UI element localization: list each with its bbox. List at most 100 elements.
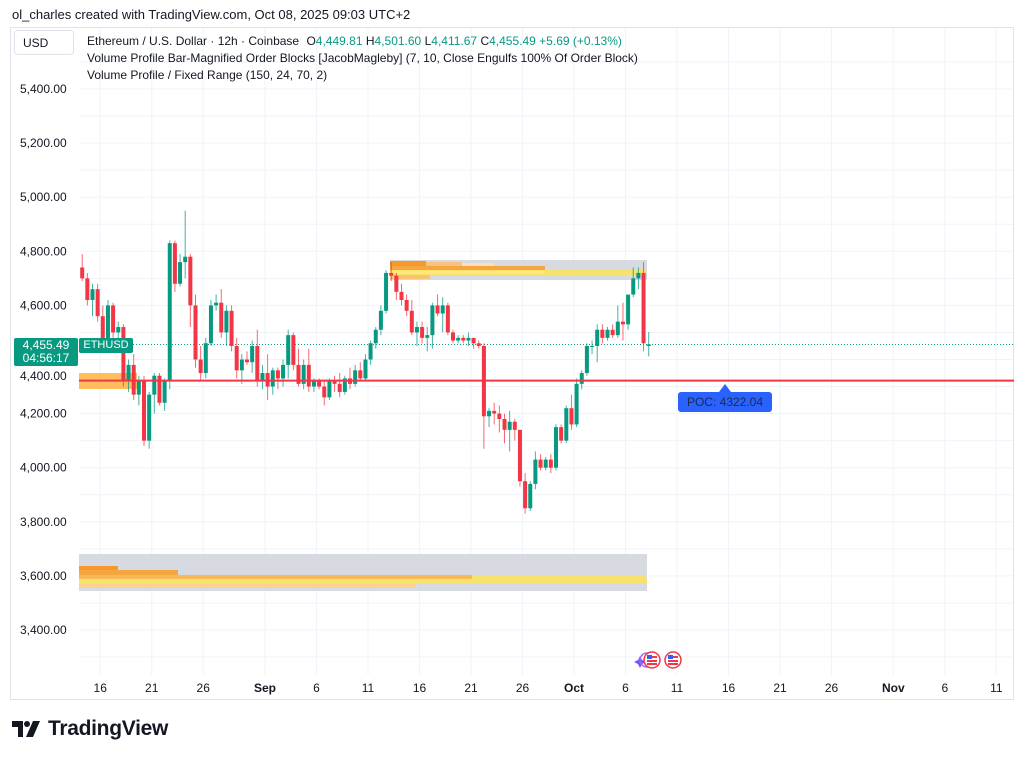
profile-bar	[79, 566, 118, 570]
legend-close: 4,455.49	[489, 34, 536, 48]
indicator-1-legend[interactable]: Volume Profile Bar-Magnified Order Block…	[87, 51, 638, 65]
price-tick-label: 4,400.00	[20, 369, 67, 383]
candle	[152, 373, 157, 414]
candle	[461, 335, 466, 344]
candle-body	[430, 305, 435, 336]
candle	[517, 429, 522, 487]
candle-body	[548, 459, 553, 468]
candle	[85, 272, 90, 306]
currency-button[interactable]: USD	[14, 30, 74, 55]
price-tick-label: 4,600.00	[20, 298, 67, 312]
time-tick-label: Sep	[254, 681, 276, 695]
legend-high: 4,501.60	[374, 34, 422, 48]
profile-bar	[79, 570, 178, 575]
candle-body	[502, 419, 507, 430]
candle	[507, 410, 512, 452]
candle	[260, 364, 265, 390]
candle-body	[183, 256, 188, 263]
time-tick-label: 11	[362, 681, 375, 695]
candle	[471, 337, 476, 349]
candle-body	[219, 302, 224, 333]
price-tick-label: 5,400.00	[20, 82, 67, 96]
candle	[481, 343, 486, 449]
time-tick-label: Oct	[564, 681, 584, 695]
candle-body	[311, 381, 316, 387]
legend-open: 4,449.81	[315, 34, 363, 48]
candle-body	[420, 327, 425, 338]
candle	[188, 254, 193, 328]
candle	[584, 343, 589, 376]
profile-bar	[390, 275, 430, 279]
tradingview-logo[interactable]: TradingView	[12, 717, 168, 741]
candle	[183, 210, 188, 279]
time-tick-label: 16	[94, 681, 108, 695]
candle-body	[270, 370, 275, 387]
candle-body	[116, 327, 121, 333]
profile-bar	[390, 271, 545, 274]
candle-body	[497, 413, 502, 420]
legend-low: 4,411.67	[431, 34, 478, 48]
candle-body	[507, 421, 512, 430]
candle	[95, 283, 100, 322]
candle	[512, 419, 517, 441]
candle-body	[342, 378, 347, 392]
candle-body	[291, 335, 296, 365]
candle	[492, 402, 497, 425]
candle	[425, 327, 430, 352]
candle-body	[239, 359, 244, 371]
candle-body	[600, 329, 605, 338]
candle	[399, 283, 404, 306]
candle	[456, 335, 461, 344]
candle-body	[492, 410, 497, 414]
time-tick-label: 21	[773, 681, 787, 695]
candle-body	[538, 459, 543, 468]
candle-body	[389, 272, 394, 276]
candle-body	[605, 329, 610, 338]
candle-body	[584, 345, 589, 374]
time-tick-label: 6	[941, 681, 948, 695]
candle-body	[528, 483, 533, 509]
candle-body	[281, 364, 286, 379]
candle-body	[353, 370, 358, 384]
candle-body	[317, 381, 322, 387]
candle	[487, 408, 492, 428]
us-flag-event-icon[interactable]	[664, 651, 682, 669]
legend-symbol: Ethereum / U.S. Dollar · 12h · Coinbase	[87, 34, 300, 48]
candle-body	[296, 364, 301, 384]
candle	[172, 240, 177, 292]
indicator-2-legend[interactable]: Volume Profile / Fixed Range (150, 24, 7…	[87, 68, 328, 82]
candle-body	[250, 345, 255, 363]
candle-body	[595, 329, 600, 346]
candle	[198, 345, 203, 382]
candle-body	[193, 305, 198, 360]
candle	[626, 294, 631, 330]
candle-body	[523, 481, 528, 509]
candle	[378, 305, 383, 336]
candle	[342, 375, 347, 395]
candle-body	[559, 427, 564, 441]
candle	[574, 378, 579, 428]
candle	[80, 254, 85, 282]
candle	[327, 378, 332, 401]
price-axis: 5,400.00 5,200.00 5,000.00 4,800.00 4,600.00…	[20, 82, 67, 637]
candle	[631, 267, 636, 298]
candle-body	[533, 459, 538, 484]
candle	[250, 340, 255, 374]
candle-body	[203, 343, 208, 374]
legend-l-label: L	[424, 34, 432, 48]
candle-body	[111, 305, 116, 333]
candle	[291, 332, 296, 371]
us-flag-event-icon[interactable]	[643, 651, 661, 669]
candle	[404, 294, 409, 317]
time-tick-label: Nov	[882, 681, 905, 695]
logo-text: TradingView	[48, 717, 169, 740]
candle-body	[198, 359, 203, 374]
candle-body	[147, 394, 152, 441]
time-tick-label: 11	[671, 681, 684, 695]
candle	[430, 302, 435, 349]
last-price-label: 4,455.49 04:56:17	[14, 338, 78, 366]
time-tick-label: 16	[413, 681, 427, 695]
candle	[384, 270, 389, 314]
candle-body	[142, 381, 146, 441]
